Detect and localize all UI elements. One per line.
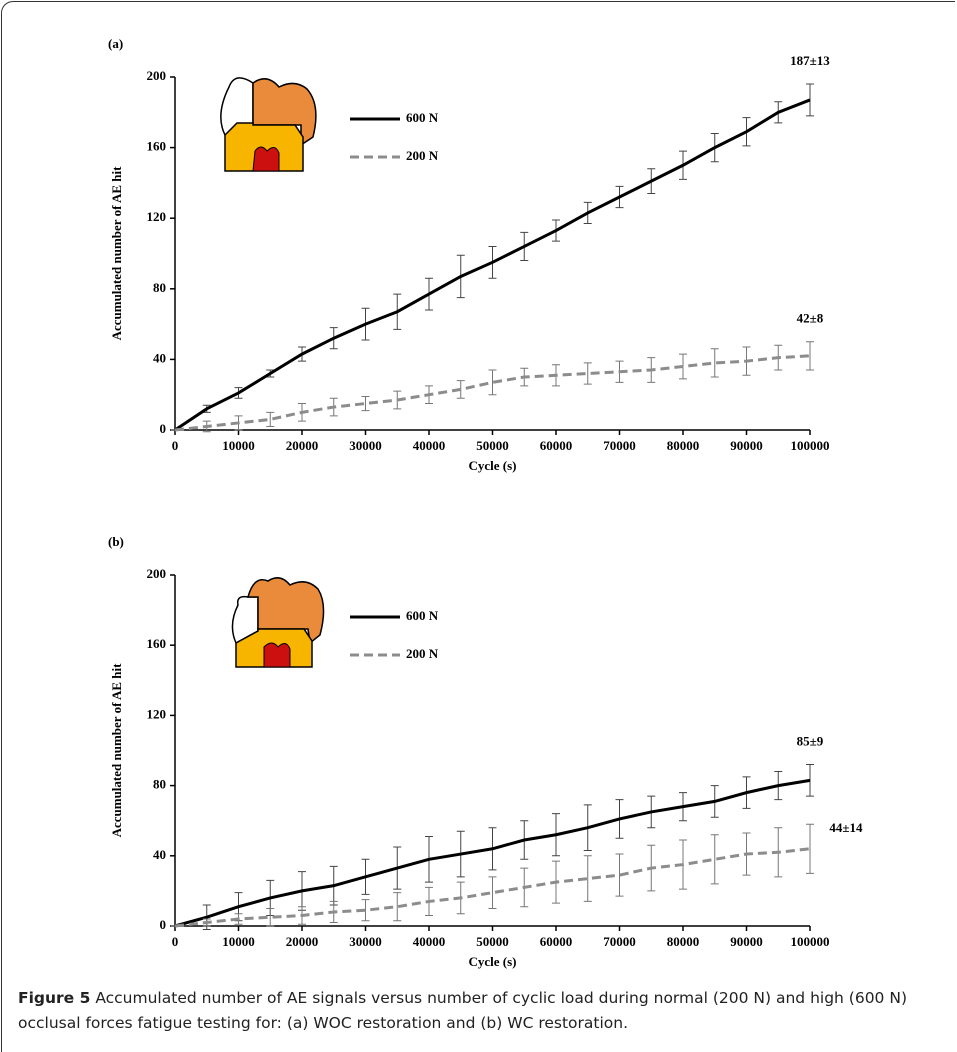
- error-bar: [361, 395, 370, 412]
- x-tick-label: 0: [172, 438, 179, 453]
- annotation: 44±14: [829, 820, 863, 835]
- x-tick-label: 40000: [413, 438, 446, 453]
- panel-title: (a): [108, 36, 123, 51]
- y-tick-label: 80: [153, 777, 166, 792]
- y-tick-label: 40: [153, 847, 166, 862]
- x-axis-title: Cycle (s): [468, 458, 516, 473]
- x-tick-label: 30000: [349, 934, 382, 949]
- error-bar: [710, 834, 719, 885]
- y-tick-label: 40: [153, 350, 166, 365]
- error-bar: [710, 348, 719, 378]
- x-tick-label: 50000: [476, 438, 509, 453]
- y-tick-label: 120: [147, 209, 167, 224]
- y-tick-label: 160: [147, 139, 167, 154]
- error-bar: [266, 907, 275, 927]
- legend-label: 600 N: [406, 110, 439, 125]
- x-tick-label: 80000: [667, 934, 700, 949]
- error-bar: [583, 855, 592, 902]
- error-bar: [583, 362, 592, 385]
- x-tick-label: 60000: [540, 438, 573, 453]
- error-bar: [488, 369, 497, 396]
- x-tick-label: 100000: [791, 934, 830, 949]
- y-axis-title: Accumulated number of AE hit: [109, 663, 124, 837]
- panel-title: (b): [108, 534, 124, 549]
- x-tick-label: 70000: [603, 438, 636, 453]
- x-axis-title: Cycle (s): [468, 954, 516, 969]
- caption: Figure 5 Accumulated number of AE signal…: [18, 986, 943, 1036]
- y-tick-label: 160: [147, 636, 167, 651]
- error-bar: [488, 876, 497, 909]
- x-tick-label: 80000: [667, 438, 700, 453]
- x-tick-label: 30000: [349, 438, 382, 453]
- tooth-icon: [220, 77, 317, 172]
- x-tick-label: 20000: [286, 934, 319, 949]
- series-line: [174, 847, 811, 928]
- legend-label: 600 N: [406, 608, 439, 623]
- y-tick-label: 200: [147, 566, 167, 581]
- y-tick-label: 120: [147, 706, 167, 721]
- tooth-icon: [231, 577, 325, 668]
- series-line: [174, 354, 811, 432]
- x-tick-label: 50000: [476, 934, 509, 949]
- error-bar: [266, 411, 275, 427]
- x-tick-label: 0: [172, 934, 179, 949]
- x-tick-label: 90000: [730, 438, 763, 453]
- series-line: [174, 98, 811, 432]
- error-bar: [615, 853, 624, 897]
- annotation: 85±9: [797, 734, 824, 749]
- x-tick-label: 90000: [730, 934, 763, 949]
- error-bar: [806, 823, 814, 874]
- legend-label: 200 N: [406, 646, 439, 661]
- error-bar: [806, 341, 814, 371]
- y-tick-label: 0: [160, 917, 167, 932]
- y-tick-label: 0: [160, 421, 167, 436]
- x-tick-label: 10000: [222, 438, 255, 453]
- caption-text: Accumulated number of AE signals versus …: [18, 989, 907, 1032]
- x-tick-label: 70000: [603, 934, 636, 949]
- x-tick-label: 10000: [222, 934, 255, 949]
- legend-label: 200 N: [406, 148, 439, 163]
- annotation: 187±13: [790, 53, 830, 68]
- series-line: [174, 778, 811, 928]
- caption-label: Figure 5: [18, 989, 91, 1007]
- x-tick-label: 100000: [791, 438, 830, 453]
- y-tick-label: 200: [147, 68, 167, 83]
- error-bar: [361, 899, 370, 922]
- annotation: 42±8: [797, 311, 824, 326]
- error-bar: [393, 892, 402, 922]
- y-tick-label: 80: [153, 280, 166, 295]
- x-tick-label: 20000: [286, 438, 319, 453]
- x-tick-label: 40000: [413, 934, 446, 949]
- x-tick-label: 60000: [540, 934, 573, 949]
- y-axis-title: Accumulated number of AE hit: [109, 166, 124, 340]
